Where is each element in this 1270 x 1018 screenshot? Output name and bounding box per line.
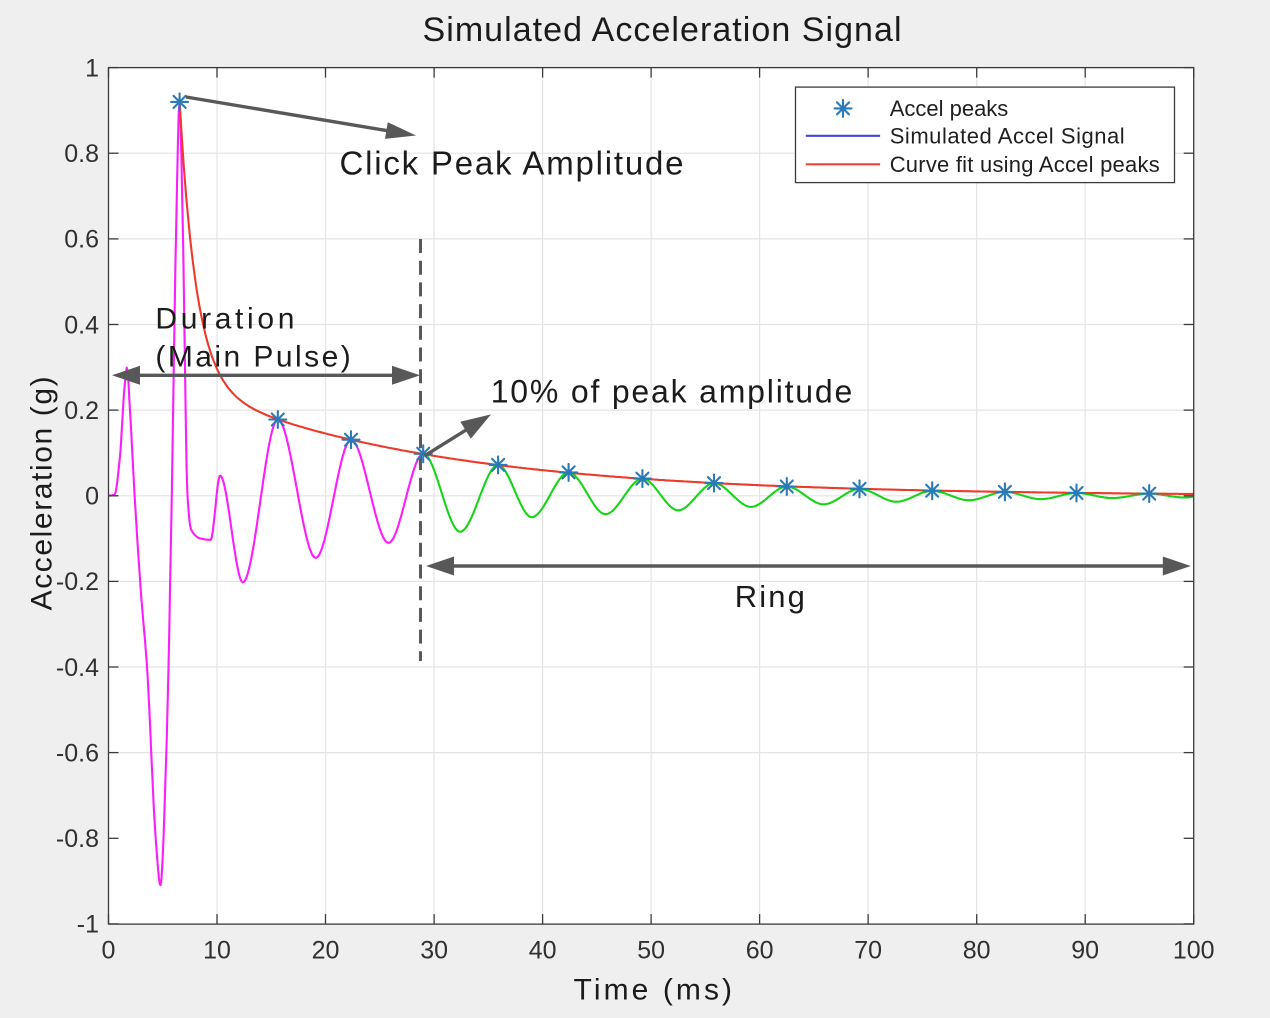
svg-text:30: 30 <box>420 937 448 965</box>
svg-text:80: 80 <box>963 937 991 965</box>
svg-text:0.8: 0.8 <box>64 140 99 168</box>
svg-text:10: 10 <box>203 937 231 965</box>
svg-text:50: 50 <box>637 937 665 965</box>
svg-text:Duration: Duration <box>155 302 294 335</box>
svg-text:-0.2: -0.2 <box>56 568 99 596</box>
svg-text:(Main Pulse): (Main Pulse) <box>155 340 350 373</box>
svg-text:-0.4: -0.4 <box>56 654 99 682</box>
svg-text:70: 70 <box>854 937 882 965</box>
svg-text:0.2: 0.2 <box>64 397 99 425</box>
svg-text:Simulated Accel Signal: Simulated Accel Signal <box>890 124 1125 149</box>
svg-text:-0.6: -0.6 <box>56 739 99 767</box>
svg-text:Acceleration (g): Acceleration (g) <box>26 376 59 610</box>
svg-text:Curve fit using Accel peaks: Curve fit using Accel peaks <box>890 152 1160 177</box>
svg-text:0.6: 0.6 <box>64 226 99 254</box>
svg-text:20: 20 <box>312 937 340 965</box>
svg-text:0: 0 <box>102 937 116 965</box>
svg-text:-0.8: -0.8 <box>56 825 99 853</box>
svg-text:1: 1 <box>85 54 99 82</box>
svg-text:60: 60 <box>746 937 774 965</box>
svg-text:100: 100 <box>1173 937 1215 965</box>
svg-text:10% of peak amplitude: 10% of peak amplitude <box>491 373 853 409</box>
svg-text:Accel peaks: Accel peaks <box>890 96 1009 121</box>
svg-text:90: 90 <box>1071 937 1099 965</box>
svg-text:-1: -1 <box>77 911 99 939</box>
svg-text:Time (ms): Time (ms) <box>574 973 733 1006</box>
svg-text:Simulated Acceleration Signal: Simulated Acceleration Signal <box>423 11 902 49</box>
svg-text:40: 40 <box>529 937 557 965</box>
svg-text:Ring: Ring <box>735 579 805 614</box>
svg-text:0.4: 0.4 <box>64 311 99 339</box>
svg-text:0: 0 <box>85 483 99 511</box>
